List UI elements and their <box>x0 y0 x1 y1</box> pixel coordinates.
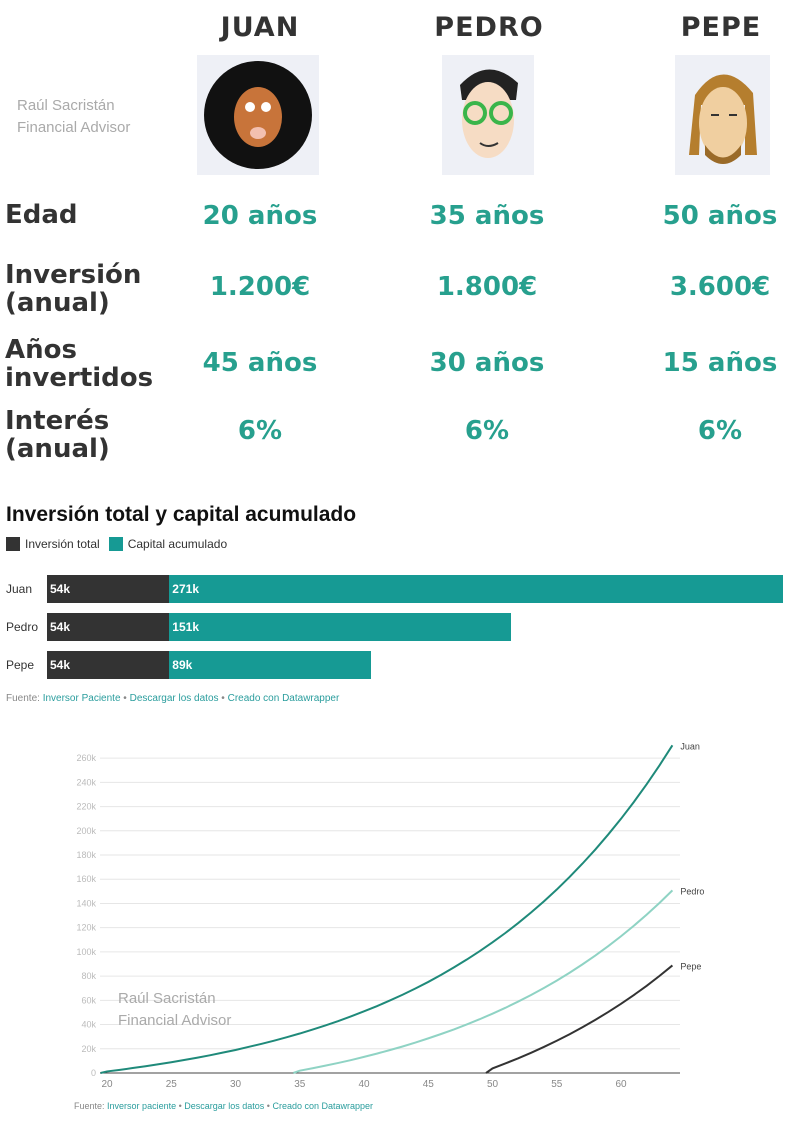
y-tick-label: 100k <box>76 947 96 957</box>
y-tick-label: 200k <box>76 826 96 836</box>
row-label-inversion-line1: Inversión <box>5 260 142 290</box>
y-tick-label: 240k <box>76 777 96 787</box>
pepe-interes: 6% <box>697 416 743 446</box>
juan-anos: 45 años <box>202 348 318 378</box>
series-line-juan <box>100 744 674 1074</box>
bar-category-label: Pedro <box>6 620 39 634</box>
pedro-edad: 35 años <box>429 201 545 231</box>
series-label: Juan <box>680 741 700 751</box>
row-label-anos-line1: Años <box>5 335 77 365</box>
x-tick-label: 45 <box>423 1079 435 1090</box>
legend-swatch-inversion <box>6 537 20 551</box>
row-label-interes: Interés (anual) <box>5 407 110 463</box>
bar-segment-inversion: 54k <box>47 613 170 641</box>
bar-chart-legend: Inversión total Capital acumulado <box>6 537 227 551</box>
x-tick-label: 40 <box>358 1079 370 1090</box>
datawrapper-link[interactable]: Creado con Datawrapper <box>227 693 340 704</box>
row-label-anos-line2: invertidos <box>5 363 154 393</box>
x-tick-label: 55 <box>551 1079 563 1090</box>
x-tick-label: 35 <box>294 1079 306 1090</box>
watermark-chart: Raúl Sacristán Financial Advisor <box>118 988 231 1032</box>
bar-segment-capital: 271k <box>169 575 784 603</box>
footer-prefix: Fuente: <box>74 1101 105 1111</box>
y-tick-label: 220k <box>76 802 96 812</box>
datawrapper-link[interactable]: Creado con Datawrapper <box>272 1101 374 1111</box>
juan-inversion: 1.200€ <box>209 272 311 302</box>
bar-segment-capital: 151k <box>169 613 512 641</box>
source-link[interactable]: Inversor Paciente <box>42 693 121 704</box>
row-label-interes-line2: (anual) <box>5 434 110 464</box>
watermark-line1: Raúl Sacristán <box>17 97 115 114</box>
watermark-line2: Financial Advisor <box>17 119 131 136</box>
row-label-edad: Edad <box>5 200 78 230</box>
source-link[interactable]: Inversor paciente <box>107 1101 177 1111</box>
juan-avatar <box>197 55 319 175</box>
download-data-link[interactable]: Descargar los datos <box>184 1101 265 1111</box>
x-tick-label: 25 <box>166 1079 178 1090</box>
legend-label-inversion: Inversión total <box>25 537 100 551</box>
juan-interes: 6% <box>237 416 283 446</box>
bar-chart-footer: Fuente: Inversor Paciente • Descargar lo… <box>6 693 340 704</box>
bar-segment-capital: 89k <box>169 651 371 679</box>
line-chart: 0 20k 40k 60k 80k 100k 120k 140k 160k 180k 200k 220… <box>76 741 704 1090</box>
x-tick-label: 50 <box>487 1079 499 1090</box>
y-tick-label: 60k <box>81 995 96 1005</box>
watermark-line2: Financial Advisor <box>118 1012 232 1029</box>
row-label-inversion: Inversión (anual) <box>5 261 141 317</box>
row-label-interes-line1: Interés <box>5 406 110 436</box>
legend-swatch-capital <box>108 537 123 551</box>
pedro-anos: 30 años <box>429 348 545 378</box>
y-tick-label: 80k <box>81 971 96 981</box>
series-line-pepe <box>485 964 674 1074</box>
row-label-anos: Años invertidos <box>5 336 153 392</box>
pepe-inversion: 3.600€ <box>669 272 771 302</box>
y-tick-label: 180k <box>76 850 96 860</box>
y-tick-label: 120k <box>76 923 96 933</box>
series-label: Pepe <box>680 961 701 971</box>
line-chart-footer: Fuente: Inversor paciente • Descargar lo… <box>74 1101 374 1111</box>
row-label-inversion-line2: (anual) <box>5 288 110 318</box>
x-tick-label: 60 <box>615 1079 627 1090</box>
watermark: Raúl Sacristán Financial Advisor <box>17 95 130 139</box>
legend-label-capital: Capital acumulado <box>127 537 228 551</box>
x-tick-label: 30 <box>230 1079 242 1090</box>
watermark-line1: Raúl Sacristán <box>118 990 216 1007</box>
series-line-pedro <box>292 889 674 1074</box>
bar-chart-title: Inversión total y capital acumulado <box>6 503 357 526</box>
name-pedro: PEDRO <box>434 12 544 43</box>
footer-prefix: Fuente: <box>6 693 40 704</box>
download-data-link[interactable]: Descargar los datos <box>129 693 219 704</box>
y-tick-label: 160k <box>76 874 96 884</box>
juan-edad: 20 años <box>202 201 318 231</box>
pedro-interes: 6% <box>464 416 510 446</box>
pedro-avatar <box>442 55 534 175</box>
y-tick-label: 20k <box>81 1044 96 1054</box>
pepe-avatar <box>675 55 770 175</box>
name-pepe: PEPE <box>680 12 762 43</box>
name-juan: JUAN <box>220 12 300 43</box>
bar-category-label: Pepe <box>6 658 35 672</box>
y-tick-label: 260k <box>76 753 96 763</box>
series-label: Pedro <box>680 886 704 896</box>
bar-segment-inversion: 54k <box>47 575 170 603</box>
bar-segment-inversion: 54k <box>47 651 170 679</box>
pedro-inversion: 1.800€ <box>436 272 538 302</box>
pepe-edad: 50 años <box>662 201 778 231</box>
bar-category-label: Juan <box>6 582 33 596</box>
x-tick-label: 20 <box>101 1079 113 1090</box>
y-tick-label: 0 <box>91 1068 96 1078</box>
y-tick-label: 40k <box>81 1020 96 1030</box>
pepe-anos: 15 años <box>662 348 778 378</box>
y-tick-label: 140k <box>76 898 96 908</box>
